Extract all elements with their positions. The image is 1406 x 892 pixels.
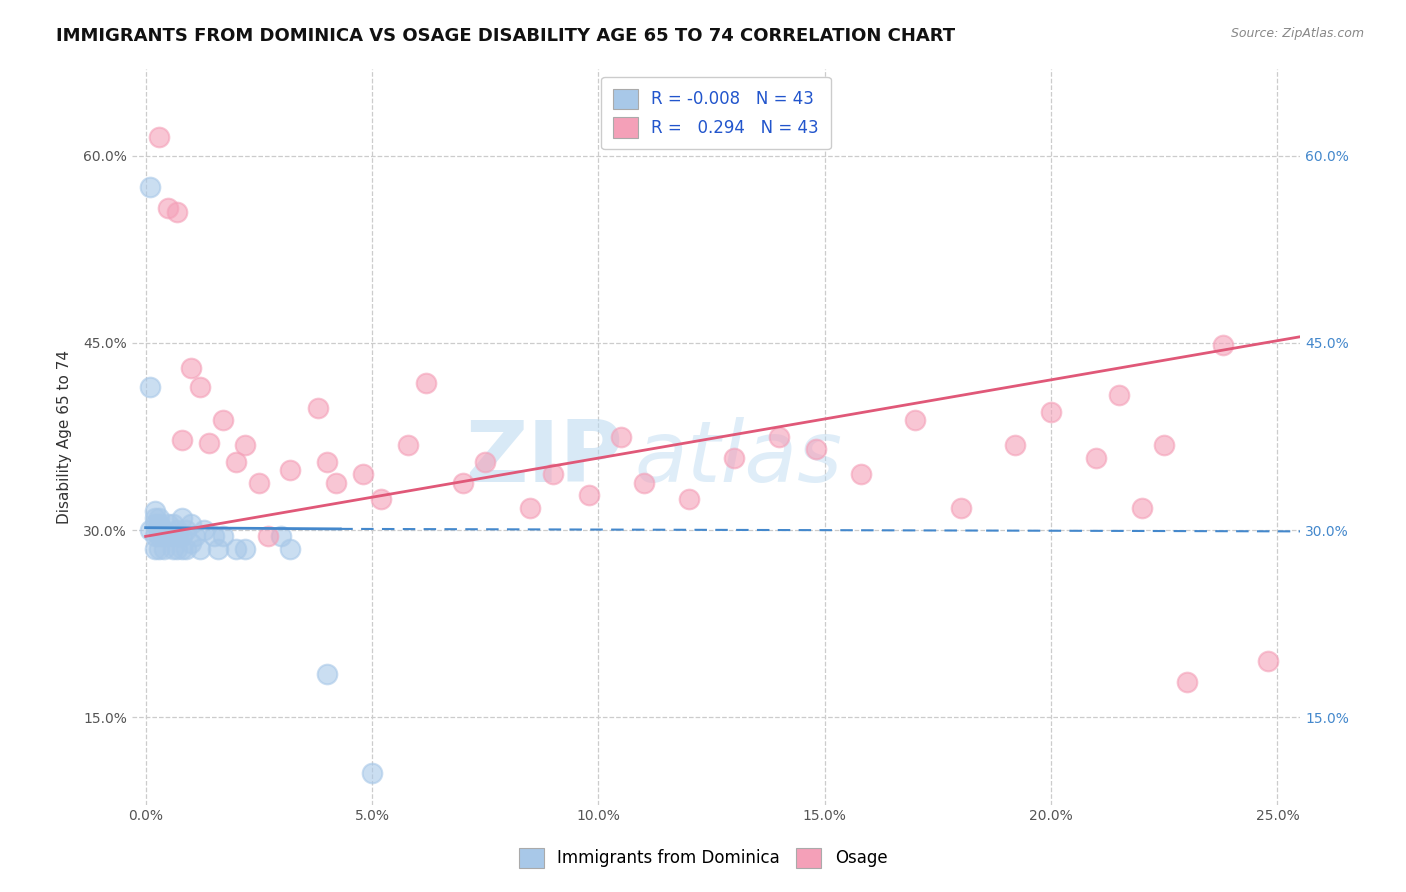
Point: [270, 529, 292, 543]
Point: [184, 529, 207, 543]
Point: [723, 450, 745, 465]
Point: [280, 463, 302, 477]
Point: [143, 510, 166, 524]
Point: [170, 541, 193, 556]
Point: [633, 475, 655, 490]
Point: [904, 413, 927, 427]
Point: [211, 413, 233, 427]
Point: [211, 529, 233, 543]
Point: [198, 435, 221, 450]
Point: [1108, 388, 1130, 402]
Point: [166, 541, 188, 556]
Point: [143, 529, 166, 543]
Point: [162, 516, 184, 531]
Point: [1153, 438, 1175, 452]
Point: [188, 379, 211, 393]
Point: [361, 766, 384, 780]
Point: [148, 523, 170, 537]
Point: [578, 488, 600, 502]
Point: [949, 500, 972, 515]
Point: [143, 504, 166, 518]
Point: [804, 442, 827, 456]
Legend: R = -0.008   N = 43, R =   0.294   N = 43: R = -0.008 N = 43, R = 0.294 N = 43: [602, 77, 831, 149]
Point: [247, 475, 270, 490]
Point: [170, 529, 193, 543]
Point: [225, 454, 247, 468]
Point: [152, 529, 174, 543]
Point: [233, 541, 256, 556]
Point: [139, 523, 162, 537]
Point: [610, 429, 633, 443]
Point: [176, 523, 198, 537]
Point: [166, 205, 188, 219]
Point: [180, 535, 202, 549]
Point: [415, 376, 437, 390]
Y-axis label: Disability Age 65 to 74: Disability Age 65 to 74: [58, 350, 72, 524]
Point: [474, 454, 496, 468]
Point: [148, 541, 170, 556]
Point: [148, 529, 170, 543]
Point: [157, 201, 180, 215]
Text: ZIP: ZIP: [465, 417, 623, 500]
Point: [678, 491, 700, 506]
Point: [143, 541, 166, 556]
Point: [157, 529, 180, 543]
Point: [207, 541, 229, 556]
Point: [148, 130, 170, 145]
Point: [257, 529, 280, 543]
Legend: Immigrants from Dominica, Osage: Immigrants from Dominica, Osage: [512, 841, 894, 875]
Point: [180, 361, 202, 376]
Point: [152, 523, 174, 537]
Point: [157, 516, 180, 531]
Point: [315, 666, 337, 681]
Point: [193, 523, 215, 537]
Point: [162, 541, 184, 556]
Point: [170, 510, 193, 524]
Text: Source: ZipAtlas.com: Source: ZipAtlas.com: [1230, 27, 1364, 40]
Point: [176, 541, 198, 556]
Point: [1040, 404, 1063, 418]
Point: [325, 475, 347, 490]
Point: [541, 467, 564, 481]
Point: [148, 516, 170, 531]
Point: [352, 467, 374, 481]
Point: [1004, 438, 1026, 452]
Point: [152, 541, 174, 556]
Point: [1085, 450, 1108, 465]
Point: [202, 529, 225, 543]
Point: [170, 434, 193, 448]
Point: [162, 529, 184, 543]
Point: [225, 541, 247, 556]
Point: [519, 500, 541, 515]
Text: atlas: atlas: [634, 417, 842, 500]
Point: [143, 516, 166, 531]
Point: [315, 454, 337, 468]
Point: [451, 475, 474, 490]
Point: [370, 491, 392, 506]
Point: [307, 401, 329, 415]
Text: IMMIGRANTS FROM DOMINICA VS OSAGE DISABILITY AGE 65 TO 74 CORRELATION CHART: IMMIGRANTS FROM DOMINICA VS OSAGE DISABI…: [56, 27, 955, 45]
Point: [148, 510, 170, 524]
Point: [1130, 500, 1153, 515]
Point: [396, 438, 419, 452]
Point: [849, 467, 872, 481]
Point: [188, 541, 211, 556]
Point: [233, 438, 256, 452]
Point: [180, 516, 202, 531]
Point: [166, 523, 188, 537]
Point: [768, 429, 790, 443]
Point: [139, 379, 162, 393]
Point: [139, 180, 162, 194]
Point: [1175, 675, 1198, 690]
Point: [1257, 654, 1279, 668]
Point: [280, 541, 302, 556]
Point: [1212, 338, 1234, 352]
Point: [166, 529, 188, 543]
